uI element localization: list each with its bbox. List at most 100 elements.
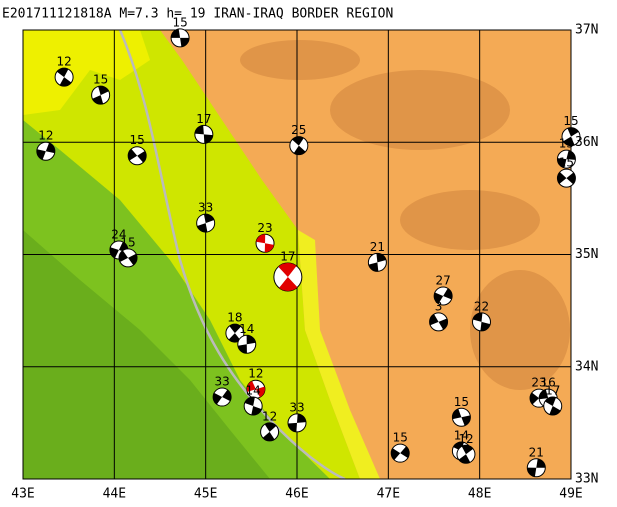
ball-quadrant	[480, 321, 491, 331]
ball-quadrant	[557, 158, 567, 168]
ridge	[330, 70, 510, 150]
x-tick-label: 43E	[11, 487, 34, 502]
ball-quadrant	[539, 389, 549, 400]
ball-quadrant	[264, 243, 274, 253]
depth-label: 14	[246, 384, 261, 398]
depth-label: 27	[435, 274, 450, 288]
ball-quadrant	[557, 172, 567, 184]
ball-quadrant	[45, 142, 55, 154]
ball-quadrant	[429, 314, 439, 326]
ball-quadrant	[536, 458, 546, 468]
ball-quadrant	[246, 335, 256, 345]
depth-label: 15	[130, 133, 145, 147]
depth-label: 12	[38, 129, 53, 143]
ball-quadrant	[128, 253, 138, 266]
depth-label: 12	[262, 409, 277, 423]
beachball	[194, 124, 214, 144]
ball-quadrant	[434, 292, 444, 304]
beachball	[287, 413, 307, 433]
depth-label: 25	[291, 123, 306, 137]
ball-quadrant	[213, 392, 223, 405]
y-tick-label: 36N	[575, 135, 598, 150]
ball-quadrant	[256, 234, 266, 244]
plain-low	[23, 230, 270, 479]
ball-quadrant	[92, 95, 104, 105]
beachball	[127, 146, 147, 166]
beachball	[54, 67, 74, 87]
ball-quadrant	[264, 422, 277, 432]
x-tick-label: 45E	[194, 487, 217, 502]
ball-quadrant	[171, 28, 181, 38]
y-tick-label: 35N	[575, 247, 598, 262]
depth-label: 15	[559, 137, 574, 151]
x-tick-label: 48E	[468, 487, 491, 502]
beachball	[91, 85, 111, 105]
beachball	[255, 233, 275, 253]
ball-quadrant	[59, 77, 72, 87]
beachball	[36, 141, 56, 161]
ball-quadrant	[549, 406, 561, 416]
ball-quadrant	[180, 37, 190, 47]
frame	[22, 29, 572, 480]
ball-quadrant	[244, 397, 255, 407]
ball-quadrant	[438, 318, 448, 330]
ball-quadrant	[400, 446, 410, 458]
x-tick-label: 44E	[103, 487, 126, 502]
ridge	[240, 40, 360, 80]
ball-quadrant	[251, 406, 262, 416]
depth-label: 15	[559, 156, 574, 170]
depth-label: 15	[120, 235, 135, 249]
depth-label: 15	[393, 431, 408, 445]
ball-quadrant	[229, 324, 242, 334]
depth-label: 22	[474, 299, 489, 313]
depth-label: 23	[531, 376, 546, 390]
depth-label: 33	[198, 201, 213, 215]
beachball	[237, 334, 257, 354]
depth-label: 15	[172, 15, 187, 29]
ball-quadrant	[461, 415, 471, 426]
ball-quadrant	[458, 454, 471, 464]
ball-quadrant	[563, 136, 575, 146]
depth-label: 23	[257, 221, 272, 235]
ball-quadrant	[109, 247, 119, 259]
ball-quadrant	[246, 381, 256, 392]
beachball	[273, 262, 303, 292]
beachball	[526, 458, 546, 478]
ball-quadrant	[278, 262, 297, 277]
ball-quadrant	[98, 86, 109, 96]
beachball	[246, 379, 266, 399]
depth-label: 17	[196, 112, 211, 126]
ball-quadrant	[368, 262, 379, 272]
depth-label: 18	[227, 311, 242, 325]
x-tick-label: 47E	[377, 487, 400, 502]
ball-quadrant	[56, 68, 69, 78]
depth-label: 14	[454, 428, 469, 442]
plateau	[23, 30, 150, 115]
ball-quadrant	[472, 312, 483, 322]
beachball	[118, 248, 138, 268]
ball-quadrant	[527, 467, 537, 477]
beachball	[196, 213, 216, 233]
ball-quadrant	[452, 408, 462, 420]
beachball	[170, 28, 190, 48]
depth-label: 17	[545, 384, 560, 398]
ball-quadrant	[530, 392, 540, 405]
depth-label: 15	[454, 395, 469, 409]
depth-label: 24	[111, 228, 126, 242]
depth-label: 3	[435, 299, 443, 313]
beachball	[561, 127, 581, 147]
ball-quadrant	[292, 136, 304, 146]
beachball	[543, 396, 563, 416]
title: E201711121818A M=7.3 h= 19 IRAN-IRAQ BOR…	[2, 7, 393, 22]
beachball	[471, 312, 491, 332]
ball-quadrant	[228, 333, 241, 343]
ball-quadrant	[128, 148, 138, 161]
ball-quadrant	[119, 250, 129, 262]
x-tick-label: 46E	[285, 487, 308, 502]
depth-label: 33	[214, 375, 229, 389]
ball-quadrant	[376, 253, 387, 263]
depth-label: 15	[93, 73, 108, 87]
ball-quadrant	[203, 134, 213, 144]
ball-quadrant	[137, 150, 147, 163]
ridge	[470, 270, 570, 390]
